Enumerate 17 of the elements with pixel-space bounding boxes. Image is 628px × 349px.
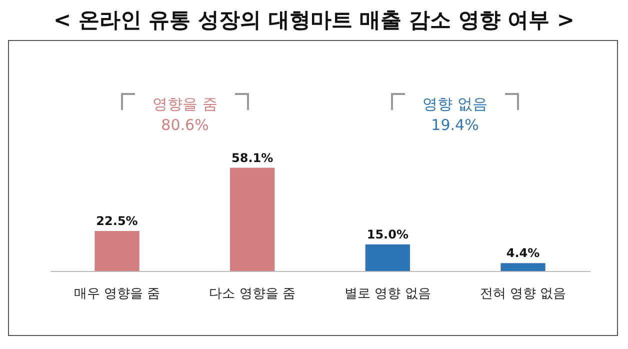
data-label: 4.4% bbox=[506, 246, 540, 260]
text: 영향을 줌 bbox=[152, 95, 218, 113]
bar bbox=[230, 168, 275, 271]
bar bbox=[94, 231, 140, 271]
x-tick-label: 매우 영향을 줌 bbox=[74, 286, 160, 302]
data-label: 58.1% bbox=[232, 150, 274, 165]
text: 80.6% bbox=[161, 116, 209, 134]
bar bbox=[500, 263, 546, 271]
data-label: 15.0% bbox=[366, 227, 408, 242]
text: 영향 없음 bbox=[422, 95, 488, 113]
x-tick-label: 별로 영향 없음 bbox=[344, 286, 431, 302]
data-label: 22.5% bbox=[96, 214, 138, 228]
x-tick-label: 다소 영향을 줌 bbox=[209, 286, 296, 302]
chart-title: < 온라인 유통 성장의 대형마트 매출 감소 영향 여부 > bbox=[52, 7, 576, 34]
x-tick-label: 전혀 영향 없음 bbox=[480, 286, 566, 302]
bar bbox=[365, 244, 410, 271]
text: 19.4% bbox=[431, 116, 479, 134]
